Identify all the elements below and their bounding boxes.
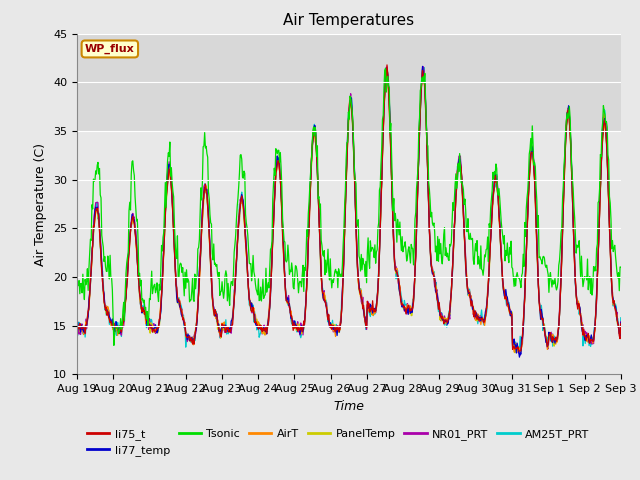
Legend: li75_t, li77_temp, Tsonic, AirT, PanelTemp, NR01_PRT, AM25T_PRT: li75_t, li77_temp, Tsonic, AirT, PanelTe… [83,424,594,460]
X-axis label: Time: Time [333,400,364,413]
Title: Air Temperatures: Air Temperatures [284,13,414,28]
Text: WP_flux: WP_flux [85,44,134,54]
Bar [77,34,621,131]
Y-axis label: Air Temperature (C): Air Temperature (C) [35,143,47,265]
